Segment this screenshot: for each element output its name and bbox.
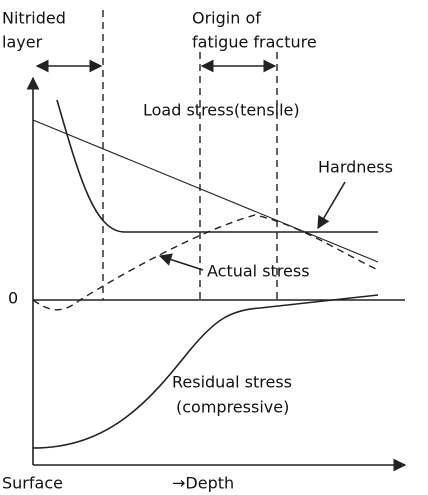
label: Actual stress (207, 262, 310, 281)
label: Surface (2, 474, 63, 493)
residual-stress-curve (32, 294, 379, 449)
label: Origin of (192, 9, 261, 28)
label: Nitrided (2, 9, 66, 28)
label: Hardness (318, 158, 393, 177)
label: →Depth (172, 474, 234, 493)
label: Residual stress (172, 373, 292, 392)
actual-stress-curve (32, 214, 379, 311)
load-stress-line (32, 119, 379, 263)
pointer-arrow (317, 181, 346, 230)
label: (compressive) (176, 398, 289, 417)
label: Load stress(tensile) (143, 101, 300, 120)
label: layer (2, 33, 43, 52)
label: 0 (8, 289, 18, 308)
hardness-curve (56, 99, 378, 233)
pointer-arrow (158, 253, 204, 271)
label: fatigue fracture (192, 33, 317, 52)
